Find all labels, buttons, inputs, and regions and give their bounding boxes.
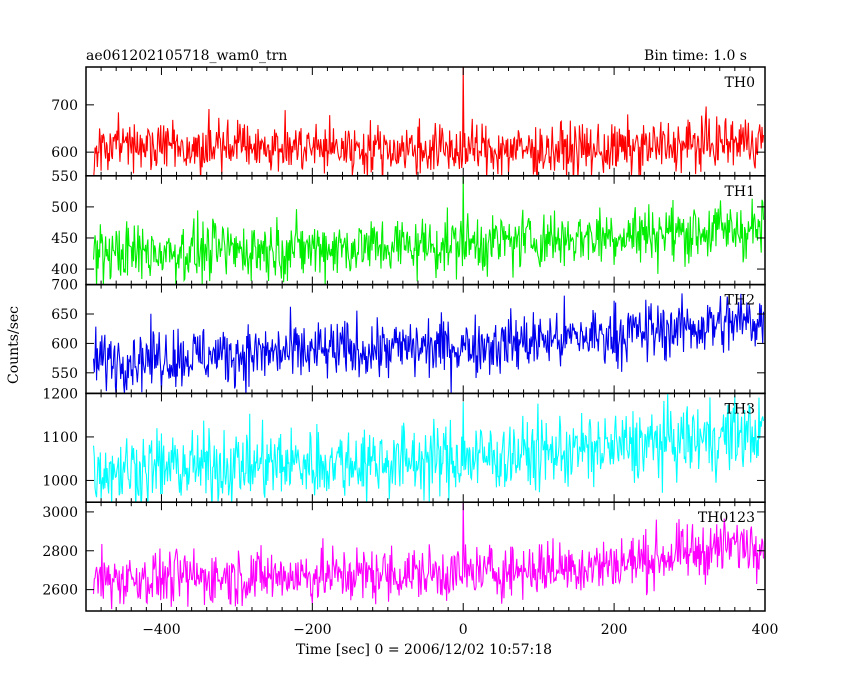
y-tick-label: 550 <box>51 366 78 382</box>
y-tick-label: 2800 <box>42 544 78 560</box>
series-line-th0 <box>93 67 765 176</box>
y-tick-label: 550 <box>51 169 78 185</box>
panel-frame <box>85 501 766 612</box>
panel-label-th0123: TH0123 <box>698 510 755 526</box>
y-tick-label: 1100 <box>42 430 78 446</box>
bin-time-label: Bin time: 1.0 s <box>644 48 747 64</box>
panel-frame <box>85 66 766 177</box>
y-tick-label: 700 <box>51 278 78 294</box>
y-tick-label: 650 <box>51 307 78 323</box>
y-tick-label: 500 <box>51 200 78 216</box>
x-tick-label: 200 <box>601 622 628 638</box>
series-line-th1 <box>92 175 765 285</box>
x-axis-label: Time [sec] 0 = 2006/12/02 10:57:18 <box>296 642 552 658</box>
panel-label-th2: TH2 <box>725 293 755 309</box>
panel-th0: 600 700 TH0 <box>51 66 766 177</box>
panel-th2: 550 600 650 700 TH2 <box>51 278 766 395</box>
series-line-th2 <box>92 293 765 394</box>
y-tick-label: 1000 <box>42 473 78 489</box>
series-line-th3 <box>92 393 765 503</box>
panel-th1: 400 450 500 550 TH1 <box>51 169 766 286</box>
y-tick-label: 3000 <box>42 505 78 521</box>
panel-label-th3: TH3 <box>725 401 755 417</box>
panel-th0123: 2600 2800 3000 TH0123 <box>42 501 766 612</box>
y-tick-label: 450 <box>51 231 78 247</box>
x-tick-label: −200 <box>293 622 331 638</box>
y-tick-label: 2600 <box>42 583 78 599</box>
y-tick-label: 600 <box>51 145 78 161</box>
panel-th3: 1000 1100 1200 TH3 <box>42 386 766 503</box>
y-tick-label: 400 <box>51 262 78 278</box>
panels-group: 600 700 TH0 400 450 500 550 TH1 550 600 650 700 TH2 1… <box>42 66 766 612</box>
series-line-th0123 <box>92 502 765 610</box>
panel-label-th1: TH1 <box>725 184 755 200</box>
panel-label-th0: TH0 <box>725 75 755 91</box>
y-tick-label: 1200 <box>42 386 78 402</box>
x-tick-label: 0 <box>459 622 468 638</box>
x-tick-label: −400 <box>142 622 180 638</box>
y-axis-label: Counts/sec <box>6 306 22 384</box>
y-tick-label: 600 <box>51 336 78 352</box>
x-tick-label: 400 <box>752 622 779 638</box>
x-axis: −400 −200 0 200 400 <box>142 622 778 638</box>
y-tick-label: 700 <box>51 98 78 114</box>
chart-title: ae061202105718_wam0_trn <box>86 48 287 64</box>
